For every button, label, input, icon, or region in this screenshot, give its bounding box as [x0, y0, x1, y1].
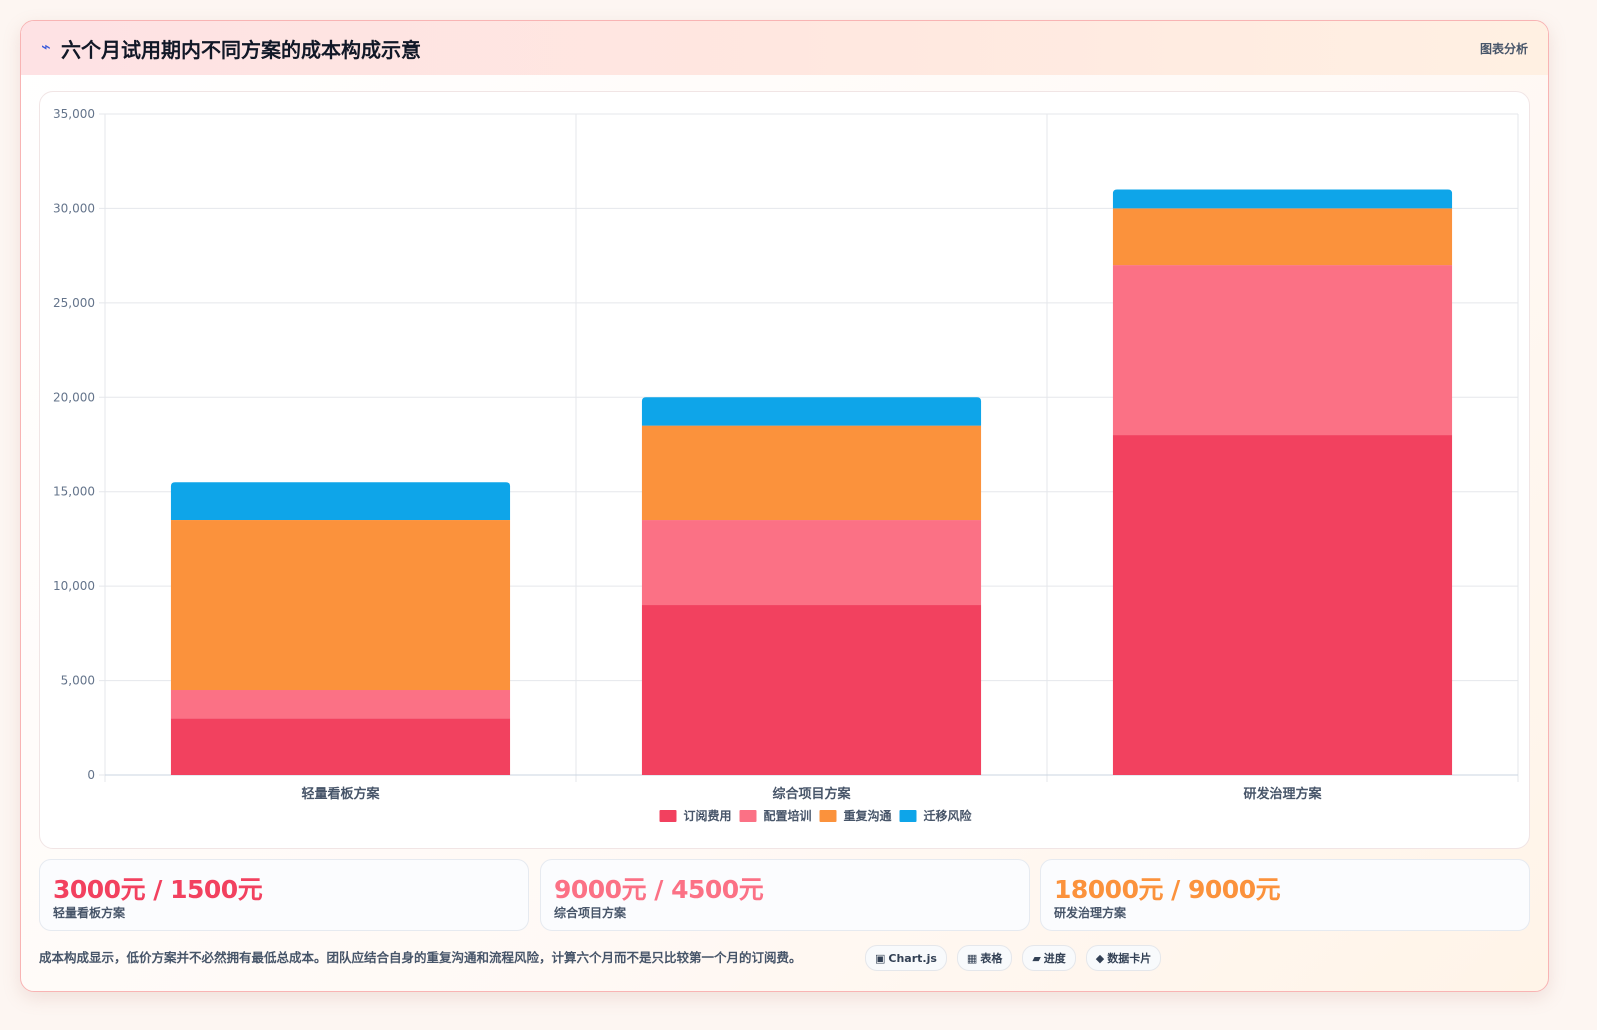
- card-header: ⌁ 六个月试用期内不同方案的成本构成示意 图表分析: [21, 21, 1548, 75]
- y-tick-label: 0: [87, 768, 95, 782]
- stat-label: 研发治理方案: [1054, 906, 1127, 920]
- legend-swatch: [659, 810, 677, 822]
- bar-segment: [1112, 265, 1453, 436]
- y-tick-label: 25,000: [53, 296, 95, 310]
- progress-icon: ▰: [1032, 951, 1041, 965]
- x-tick-label: 轻量看板方案: [301, 786, 380, 802]
- chart-panel: 0 5,000 10,000 15,000 20,000 25,000 30,000 35,0…: [39, 91, 1530, 849]
- bar-segment: [170, 690, 511, 719]
- y-tick-label: 30,000: [53, 201, 95, 215]
- stat-label: 轻量看板方案: [53, 906, 126, 920]
- stat-value: 18000元 / 9000元: [1054, 875, 1281, 904]
- chart-icon: ⌁: [41, 37, 51, 56]
- stat-value: 3000元 / 1500元: [53, 875, 263, 904]
- bar-segment: [641, 425, 982, 521]
- y-tick-label: 20,000: [53, 390, 95, 404]
- bar-segment: [1112, 435, 1453, 775]
- chart-card: ⌁ 六个月试用期内不同方案的成本构成示意 图表分析 0 5,000 10,000 15…: [20, 20, 1549, 992]
- chip-progress[interactable]: ▰ 进度: [1022, 945, 1076, 971]
- bar-segment: [641, 397, 982, 426]
- bar-segment: [1112, 189, 1453, 209]
- page-title: 六个月试用期内不同方案的成本构成示意: [61, 38, 421, 62]
- chip-chartjs[interactable]: ▣ Chart.js: [865, 945, 947, 971]
- legend-label: 迁移风险: [924, 808, 973, 823]
- chip-label: Chart.js: [888, 951, 937, 965]
- bar-segment: [170, 520, 511, 691]
- bar-segment: [170, 718, 511, 775]
- stat-card-rd-governance: 18000元 / 9000元 研发治理方案: [1040, 859, 1530, 931]
- chip-table[interactable]: ▦ 表格: [956, 945, 1013, 971]
- chip-label: 表格: [980, 952, 1003, 965]
- bar-segment: [641, 605, 982, 775]
- bar-segment: [641, 520, 982, 606]
- stacked-bar-chart: 0 5,000 10,000 15,000 20,000 25,000 30,000 35,0…: [53, 107, 1519, 823]
- legend-swatch: [739, 810, 757, 822]
- chart-analysis-tag: 图表分析: [1479, 42, 1528, 56]
- legend-label: 配置培训: [764, 808, 812, 823]
- y-tick-label: 5,000: [61, 674, 95, 688]
- chip-data-card[interactable]: ◆ 数据卡片: [1085, 945, 1162, 971]
- x-tick-label: 研发治理方案: [1243, 786, 1322, 802]
- chart-box-icon: ▣: [875, 951, 886, 965]
- diamond-icon: ◆: [1095, 951, 1105, 965]
- footer-note: 成本构成显示，低价方案并不必然拥有最低总成本。团队应结合自身的重复沟通和流程风险…: [39, 950, 802, 965]
- table-icon: ▦: [966, 951, 978, 965]
- legend-swatch: [899, 810, 917, 822]
- stat-card-integrated-project: 9000元 / 4500元 综合项目方案: [540, 859, 1030, 931]
- stat-value: 9000元 / 4500元: [554, 875, 764, 904]
- x-tick-label: 综合项目方案: [772, 786, 851, 802]
- y-tick-label: 10,000: [53, 579, 95, 593]
- legend-swatch: [819, 810, 837, 822]
- legend-label: 订阅费用: [684, 808, 732, 823]
- chip-label: 进度: [1043, 952, 1066, 965]
- stat-label: 综合项目方案: [554, 906, 627, 920]
- stat-card-light-kanban: 3000元 / 1500元 轻量看板方案: [39, 859, 529, 931]
- legend-label: 重复沟通: [844, 808, 892, 823]
- tech-chips: ▣ Chart.js ▦ 表格 ▰ 进度 ◆ 数据卡片: [865, 945, 1162, 971]
- y-tick-label: 35,000: [53, 107, 95, 121]
- chip-label: 数据卡片: [1107, 952, 1152, 965]
- bar-segment: [170, 482, 511, 521]
- bar-segment: [1112, 208, 1453, 266]
- y-tick-label: 15,000: [53, 485, 95, 499]
